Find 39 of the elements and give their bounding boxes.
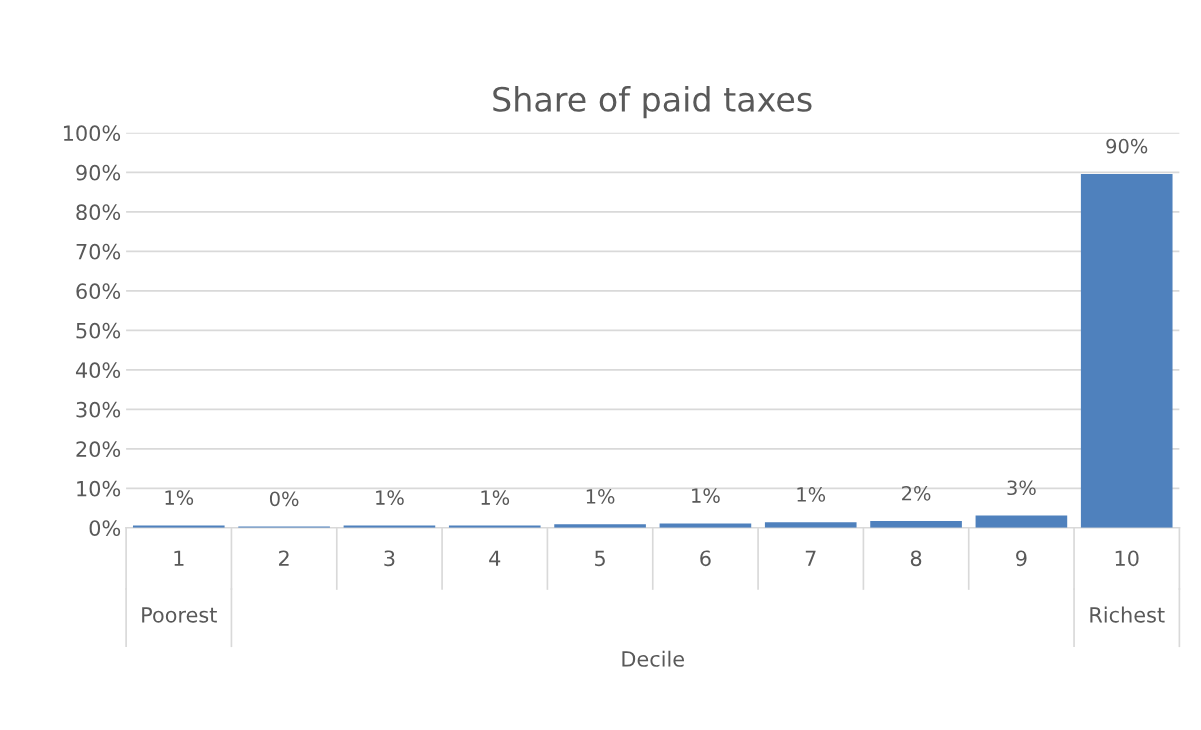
x-tick-label: 9 [1016,550,1027,567]
data-label: 1% [692,488,720,504]
x-tick-label: 4 [489,550,501,566]
text: Poorest [142,607,217,623]
data-label: 1% [797,487,826,502]
x-tick-label: 1 [174,550,184,566]
y-tick-label: 90% [76,164,121,181]
data-label: 0% [269,491,299,507]
data-label: 1% [586,489,615,504]
x-tick-label: 5 [595,550,605,567]
data-label: 1% [165,490,194,505]
x-tick-label: 7 [805,550,816,566]
data-label: 1% [376,490,404,505]
bar [659,523,752,528]
y-tick-label: 30% [76,401,121,418]
x-tick-label: 6 [700,550,711,567]
chart-title: Share of paid taxes [493,86,812,119]
y-tick-label: 100% [63,125,121,142]
y-tick-label: 10% [77,480,121,497]
y-tick-label: 70% [76,243,121,260]
y-tick-label: 20% [76,441,121,458]
y-tick-label: 80% [76,204,121,221]
data-label: 3% [1007,480,1036,496]
bar [764,522,857,528]
x-tick-label: 10 [1115,550,1139,567]
data-label: 2% [902,485,931,501]
x-tick-label: 8 [910,550,922,567]
bar [870,521,962,528]
data-label: 1% [481,490,510,505]
x-tick-label: 3 [384,550,395,567]
y-tick-label: 60% [76,283,121,300]
y-tick-label: 0% [89,520,121,536]
text: Richest [1090,606,1165,623]
x-tick-label: 2 [279,550,289,566]
bar [1080,173,1173,528]
y-tick-label: 50% [76,322,121,339]
x-axis-title: Decile [622,650,684,667]
y-tick-label: 40% [75,362,121,379]
data-label: 90% [1106,138,1148,154]
